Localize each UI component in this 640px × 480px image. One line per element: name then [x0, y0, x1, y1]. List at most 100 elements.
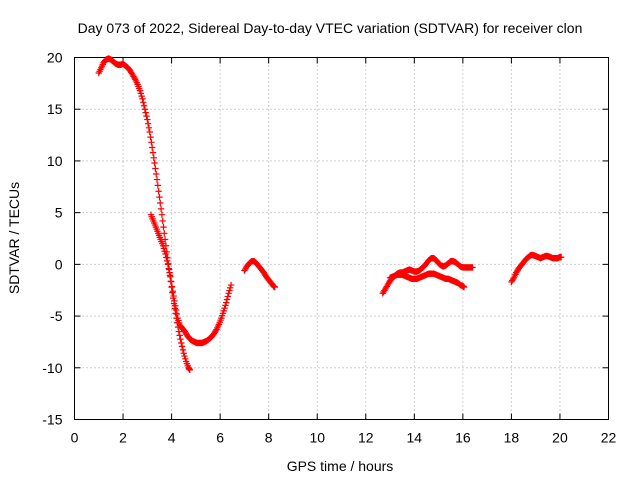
- data-point: [460, 283, 468, 291]
- data-point: [155, 188, 162, 195]
- data-point: [137, 90, 145, 97]
- data-point: [173, 310, 181, 318]
- data-point: [163, 254, 170, 261]
- x-tick-label: 22: [601, 430, 617, 446]
- data-point: [153, 176, 161, 183]
- axis-ticks: [74, 57, 609, 420]
- data-point: [163, 257, 171, 265]
- data-point: [139, 95, 146, 103]
- data-point: [170, 292, 177, 300]
- plot-frame: [74, 57, 609, 420]
- data-point: [226, 287, 233, 294]
- data-point: [167, 278, 175, 285]
- data-point: [162, 250, 169, 258]
- data-point: [157, 199, 164, 207]
- x-tick-label: 8: [265, 430, 273, 446]
- x-tick-label: 16: [455, 430, 471, 446]
- data-points: [95, 55, 565, 374]
- data-point: [141, 106, 149, 113]
- y-tick-label: -5: [50, 308, 63, 324]
- series-segment-4: [379, 254, 476, 297]
- data-point: [140, 102, 148, 109]
- data-point: [172, 306, 180, 314]
- data-point: [171, 297, 178, 305]
- x-axis-label: GPS time / hours: [287, 458, 394, 474]
- data-point: [469, 264, 476, 271]
- data-point: [150, 154, 157, 162]
- data-point: [148, 144, 156, 151]
- y-tick-label: -10: [42, 360, 62, 376]
- y-tick-label: 0: [55, 256, 63, 272]
- data-point: [152, 165, 159, 172]
- data-point: [149, 149, 157, 156]
- series-segment-6: [508, 251, 565, 286]
- data-point: [151, 159, 158, 167]
- data-point: [166, 269, 173, 276]
- x-tick-label: 12: [358, 430, 374, 446]
- data-point: [146, 128, 153, 136]
- x-tick-label: 10: [309, 430, 325, 446]
- data-point: [225, 290, 232, 297]
- chart-title: Day 073 of 2022, Sidereal Day-to-day VTE…: [78, 20, 583, 36]
- data-point: [144, 116, 151, 123]
- data-point: [138, 92, 145, 100]
- data-point: [154, 182, 162, 189]
- data-point: [157, 205, 165, 213]
- y-tick-label: 5: [55, 205, 63, 221]
- data-point: [153, 170, 160, 178]
- data-point: [145, 124, 153, 132]
- data-point: [158, 211, 166, 218]
- y-tick-label: 20: [47, 50, 63, 66]
- x-tick-label: 4: [168, 430, 176, 446]
- data-point: [147, 133, 154, 141]
- data-point: [223, 296, 231, 303]
- x-tick-label: 2: [119, 430, 127, 446]
- grid-lines: [74, 57, 609, 420]
- x-tick-label: 0: [71, 430, 79, 446]
- data-point: [271, 283, 278, 291]
- data-point: [182, 355, 189, 363]
- data-point: [168, 283, 176, 290]
- data-point: [164, 261, 172, 268]
- data-point: [224, 293, 232, 300]
- data-point: [160, 223, 167, 231]
- data-point: [160, 245, 168, 252]
- data-point: [159, 242, 167, 249]
- data-point: [178, 343, 186, 350]
- data-point: [156, 193, 163, 201]
- data-point: [142, 109, 149, 116]
- data-point: [136, 87, 144, 94]
- data-point: [144, 120, 152, 127]
- data-point: [161, 230, 168, 237]
- data-point: [167, 273, 174, 280]
- data-point: [179, 346, 187, 354]
- data-point: [181, 352, 188, 360]
- data-point: [221, 304, 228, 312]
- data-point: [176, 332, 183, 339]
- x-tick-label: 18: [504, 430, 520, 446]
- data-point: [223, 299, 230, 306]
- x-tick-labels: 0 2 4 6 8 10 12 14 16 18 20 22: [71, 430, 617, 446]
- y-tick-label: 15: [47, 101, 63, 117]
- data-point: [169, 288, 177, 295]
- data-point: [175, 328, 183, 335]
- data-point: [159, 217, 166, 225]
- series-segment-5: [386, 270, 468, 291]
- data-point: [165, 265, 172, 272]
- data-point: [148, 139, 155, 146]
- data-point: [222, 302, 229, 309]
- data-point: [172, 302, 179, 309]
- data-point: [557, 253, 565, 261]
- y-tick-label: 10: [47, 153, 63, 169]
- y-axis-label: SDTVAR / TECUs: [6, 182, 22, 294]
- y-tick-labels: -15 -10 -5 0 5 10 15 20: [42, 50, 62, 428]
- series-segment-2: [147, 211, 235, 347]
- data-point: [220, 307, 227, 315]
- x-tick-label: 20: [552, 430, 568, 446]
- data-point: [186, 366, 193, 374]
- data-point: [143, 112, 150, 120]
- series-segment-3: [241, 258, 278, 291]
- x-tick-label: 14: [407, 430, 423, 446]
- data-point: [140, 99, 147, 106]
